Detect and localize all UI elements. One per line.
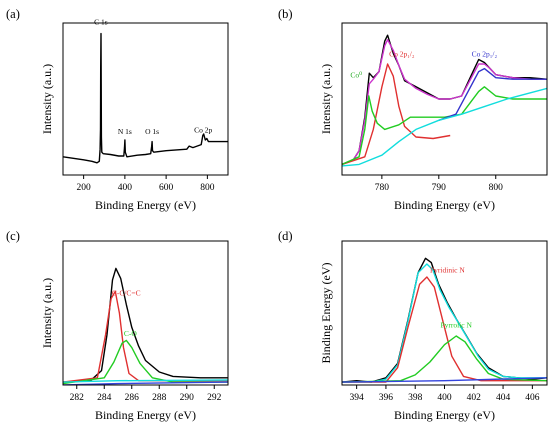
x-tick-label: 398 (408, 393, 423, 403)
series-line (63, 290, 228, 383)
panel-label: (b) (278, 7, 293, 21)
series-line (342, 263, 547, 383)
series-line (63, 379, 228, 383)
panel-2: (c) 282 284 286 288 290 292 Binding Energy (eV)… (6, 229, 229, 422)
x-tick-label: 800 (489, 183, 504, 193)
plot-frame (62, 22, 229, 176)
series-line (342, 335, 547, 383)
x-tick-label: 288 (152, 393, 167, 403)
panel-1: (b) 780 790 800 Binding Energy (eV) Intensity… (278, 7, 548, 212)
x-axis-title: Binding Energy (eV) (394, 198, 495, 212)
y-axis-title: Intensity (a.u.) (40, 64, 54, 134)
x-tick-label: 780 (375, 183, 390, 193)
x-tick-label: 800 (200, 183, 215, 193)
x-tick-label: 406 (525, 393, 540, 403)
series-line (438, 67, 547, 121)
series-line (342, 63, 451, 166)
y-axis-title: Intensity (a.u.) (319, 64, 333, 134)
series-line (342, 87, 547, 167)
series-line (342, 34, 547, 166)
x-tick-label: 284 (97, 393, 112, 403)
series-line (342, 377, 547, 383)
series-line (342, 39, 547, 166)
x-tick-label: 394 (350, 393, 365, 403)
x-tick-label: 600 (159, 183, 174, 193)
annotation: C-C/C=C (112, 289, 141, 298)
x-tick-label: 790 (432, 183, 447, 193)
panel-0: (a) 200 400 600 800 Binding Energy (eV) Intens… (6, 7, 229, 212)
plot-frame (341, 240, 548, 386)
x-tick-label: 286 (125, 393, 140, 403)
series-line (342, 276, 547, 383)
panel-label: (d) (278, 229, 293, 243)
annotation: Co 2p (194, 125, 212, 134)
y-axis-title: Intensity (a.u.) (40, 278, 54, 348)
x-tick-label: 404 (496, 393, 511, 403)
x-tick-label: 402 (467, 393, 482, 403)
x-tick-label: 200 (77, 183, 92, 193)
series-line (63, 267, 228, 383)
x-tick-label: 396 (379, 393, 394, 403)
x-axis-title: Binding Energy (eV) (95, 408, 196, 422)
annotation: Pyrrolic N (440, 320, 472, 329)
annotation: O 1s (145, 127, 159, 136)
x-tick-label: 400 (118, 183, 133, 193)
annotation: Co 2p₁/₂ (389, 49, 415, 58)
y-axis-title: Binding Energy (eV) (319, 262, 333, 363)
annotation: Co⁰ (350, 71, 362, 80)
x-tick-label: 400 (437, 393, 452, 403)
panel-label: (c) (6, 229, 20, 243)
x-tick-label: 292 (207, 393, 222, 403)
x-tick-label: 282 (70, 393, 85, 403)
panel-3: (d) 394 396 398 400 402 404 406 Binding Energy (… (278, 229, 548, 422)
annotation: Pyridinic N (430, 266, 465, 275)
series-line (342, 86, 547, 166)
annotation: C 1s (94, 18, 108, 27)
plot-frame (341, 22, 548, 176)
panel-label: (a) (6, 7, 20, 21)
annotation: Co 2p₁/₂ (472, 49, 498, 58)
plot-frame (62, 240, 229, 386)
x-axis-title: Binding Energy (eV) (394, 408, 495, 422)
series-line (63, 32, 228, 164)
annotation: N 1s (118, 127, 132, 136)
x-tick-label: 290 (180, 393, 195, 403)
annotation: C-O (124, 329, 138, 338)
x-axis-title: Binding Energy (eV) (95, 198, 196, 212)
